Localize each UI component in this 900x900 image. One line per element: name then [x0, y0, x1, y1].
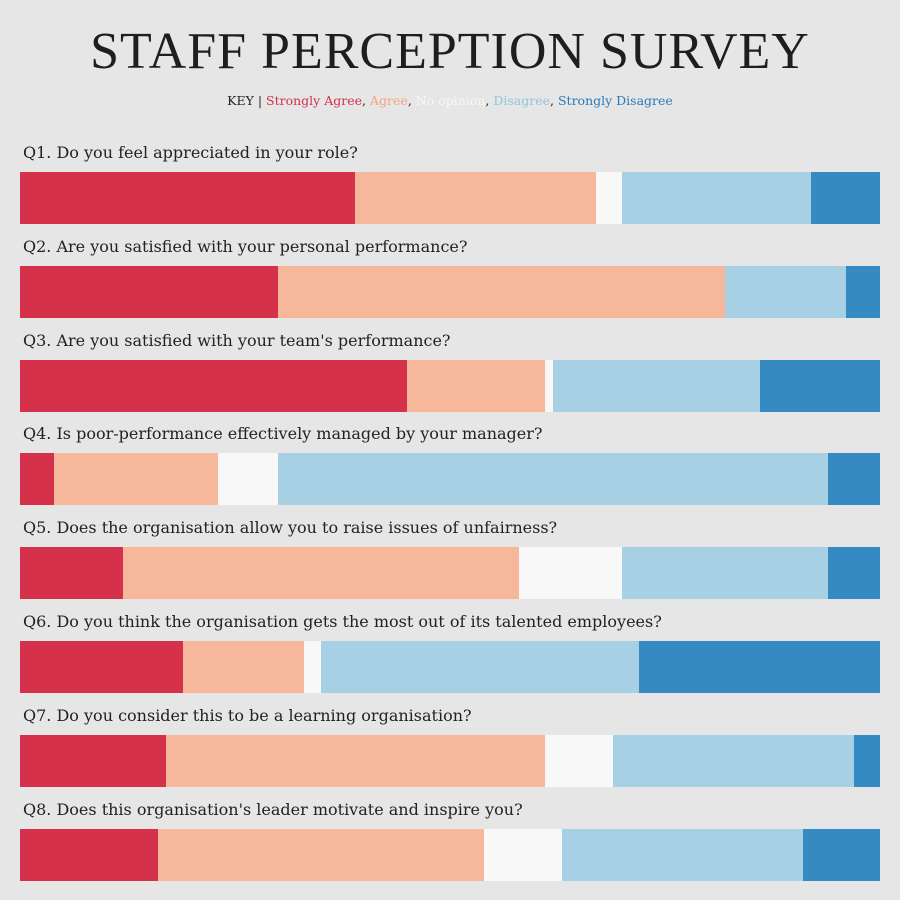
- question-row: Q2. Are you satisfied with your personal…: [20, 234, 880, 328]
- legend-separator: ,: [362, 93, 367, 108]
- question-label: Q3. Are you satisfied with your team's p…: [23, 330, 451, 350]
- question-label: Q6. Do you think the organisation gets t…: [23, 611, 662, 631]
- question-label: Q7. Do you consider this to be a learnin…: [23, 705, 472, 725]
- question-row: Q3. Are you satisfied with your team's p…: [20, 328, 880, 422]
- bar-segment-agree: [407, 359, 545, 412]
- bar-segment-strongly-agree: [20, 265, 278, 318]
- bar-segment-agree: [278, 265, 726, 318]
- question-row: Q8. Does this organisation's leader moti…: [20, 797, 880, 891]
- question-row: Q1. Do you feel appreciated in your role…: [20, 140, 880, 234]
- bar-segment-disagree: [725, 265, 846, 318]
- stacked-bar: [20, 828, 880, 881]
- bar-segment-strongly-disagree: [639, 640, 880, 693]
- bar-segment-disagree: [561, 828, 803, 881]
- bar-segment-disagree: [621, 172, 812, 224]
- bar-segment-agree: [54, 453, 218, 506]
- bar-segment-strongly-disagree: [828, 547, 880, 600]
- bar-segment-agree: [157, 828, 485, 881]
- bar-segment-strongly-agree: [20, 640, 184, 693]
- bar-segment-disagree: [621, 547, 829, 600]
- bar-segment-strongly-agree: [20, 828, 158, 881]
- legend-item-agree: Agree: [370, 93, 408, 108]
- stacked-bar: [20, 547, 880, 600]
- question-label: Q8. Does this organisation's leader moti…: [23, 799, 523, 819]
- bar-segment-agree: [166, 734, 545, 787]
- legend: KEY | Strongly Agree, Agree, No opinion,…: [0, 93, 900, 108]
- legend-key-label: KEY |: [227, 93, 263, 108]
- legend-separator: ,: [407, 93, 412, 108]
- bar-segment-no-opinion: [518, 547, 622, 600]
- bar-segment-no-opinion: [544, 359, 554, 412]
- stacked-bar: [20, 453, 880, 506]
- stacked-bar: [20, 265, 880, 318]
- stacked-bar: [20, 640, 880, 693]
- question-label: Q5. Does the organisation allow you to r…: [23, 518, 558, 538]
- bar-segment-strongly-disagree: [828, 453, 880, 506]
- bar-segment-no-opinion: [596, 172, 622, 224]
- bar-segment-no-opinion: [544, 734, 614, 787]
- question-label: Q1. Do you feel appreciated in your role…: [23, 143, 358, 162]
- bar-segment-strongly-agree: [20, 453, 55, 506]
- bar-segment-strongly-disagree: [854, 734, 880, 787]
- bar-segment-strongly-agree: [20, 359, 407, 412]
- bar-segment-disagree: [613, 734, 855, 787]
- bar-segment-no-opinion: [303, 640, 321, 693]
- bar-segment-no-opinion: [217, 453, 278, 506]
- legend-item-strongly-agree: Strongly Agree: [266, 93, 363, 108]
- chart-title: STAFF PERCEPTION SURVEY: [90, 23, 810, 80]
- bar-segment-agree: [183, 640, 304, 693]
- legend-item-disagree: Disagree: [493, 93, 551, 108]
- legend-item-no-opinion: No opinion: [415, 93, 486, 108]
- bar-segment-disagree: [277, 453, 829, 506]
- question-row: Q6. Do you think the organisation gets t…: [20, 609, 880, 703]
- legend-item-strongly-disagree: Strongly Disagree: [557, 93, 673, 108]
- question-row: Q4. Is poor-performance effectively mana…: [20, 421, 880, 515]
- bar-segment-strongly-disagree: [845, 265, 880, 318]
- bar-segment-strongly-disagree: [811, 172, 880, 224]
- stacked-bar-chart: Q1. Do you feel appreciated in your role…: [20, 140, 880, 890]
- bar-segment-agree: [355, 172, 597, 224]
- bar-segment-strongly-disagree: [802, 828, 880, 881]
- bar-segment-disagree: [320, 640, 640, 693]
- stacked-bar: [20, 734, 880, 787]
- question-label: Q2. Are you satisfied with your personal…: [23, 236, 468, 256]
- bar-segment-strongly-agree: [20, 547, 124, 600]
- bar-segment-strongly-disagree: [759, 359, 880, 412]
- stacked-bar: [20, 359, 880, 412]
- question-row: Q7. Do you consider this to be a learnin…: [20, 703, 880, 797]
- stacked-bar: [20, 172, 880, 224]
- bar-segment-strongly-agree: [20, 172, 356, 224]
- question-label: Q4. Is poor-performance effectively mana…: [23, 424, 543, 444]
- bar-segment-agree: [123, 547, 519, 600]
- bar-segment-strongly-agree: [20, 734, 167, 787]
- bar-segment-disagree: [553, 359, 760, 412]
- question-row: Q5. Does the organisation allow you to r…: [20, 515, 880, 609]
- legend-separator: ,: [550, 93, 554, 108]
- legend-separator: ,: [485, 93, 490, 108]
- bar-segment-no-opinion: [484, 828, 562, 881]
